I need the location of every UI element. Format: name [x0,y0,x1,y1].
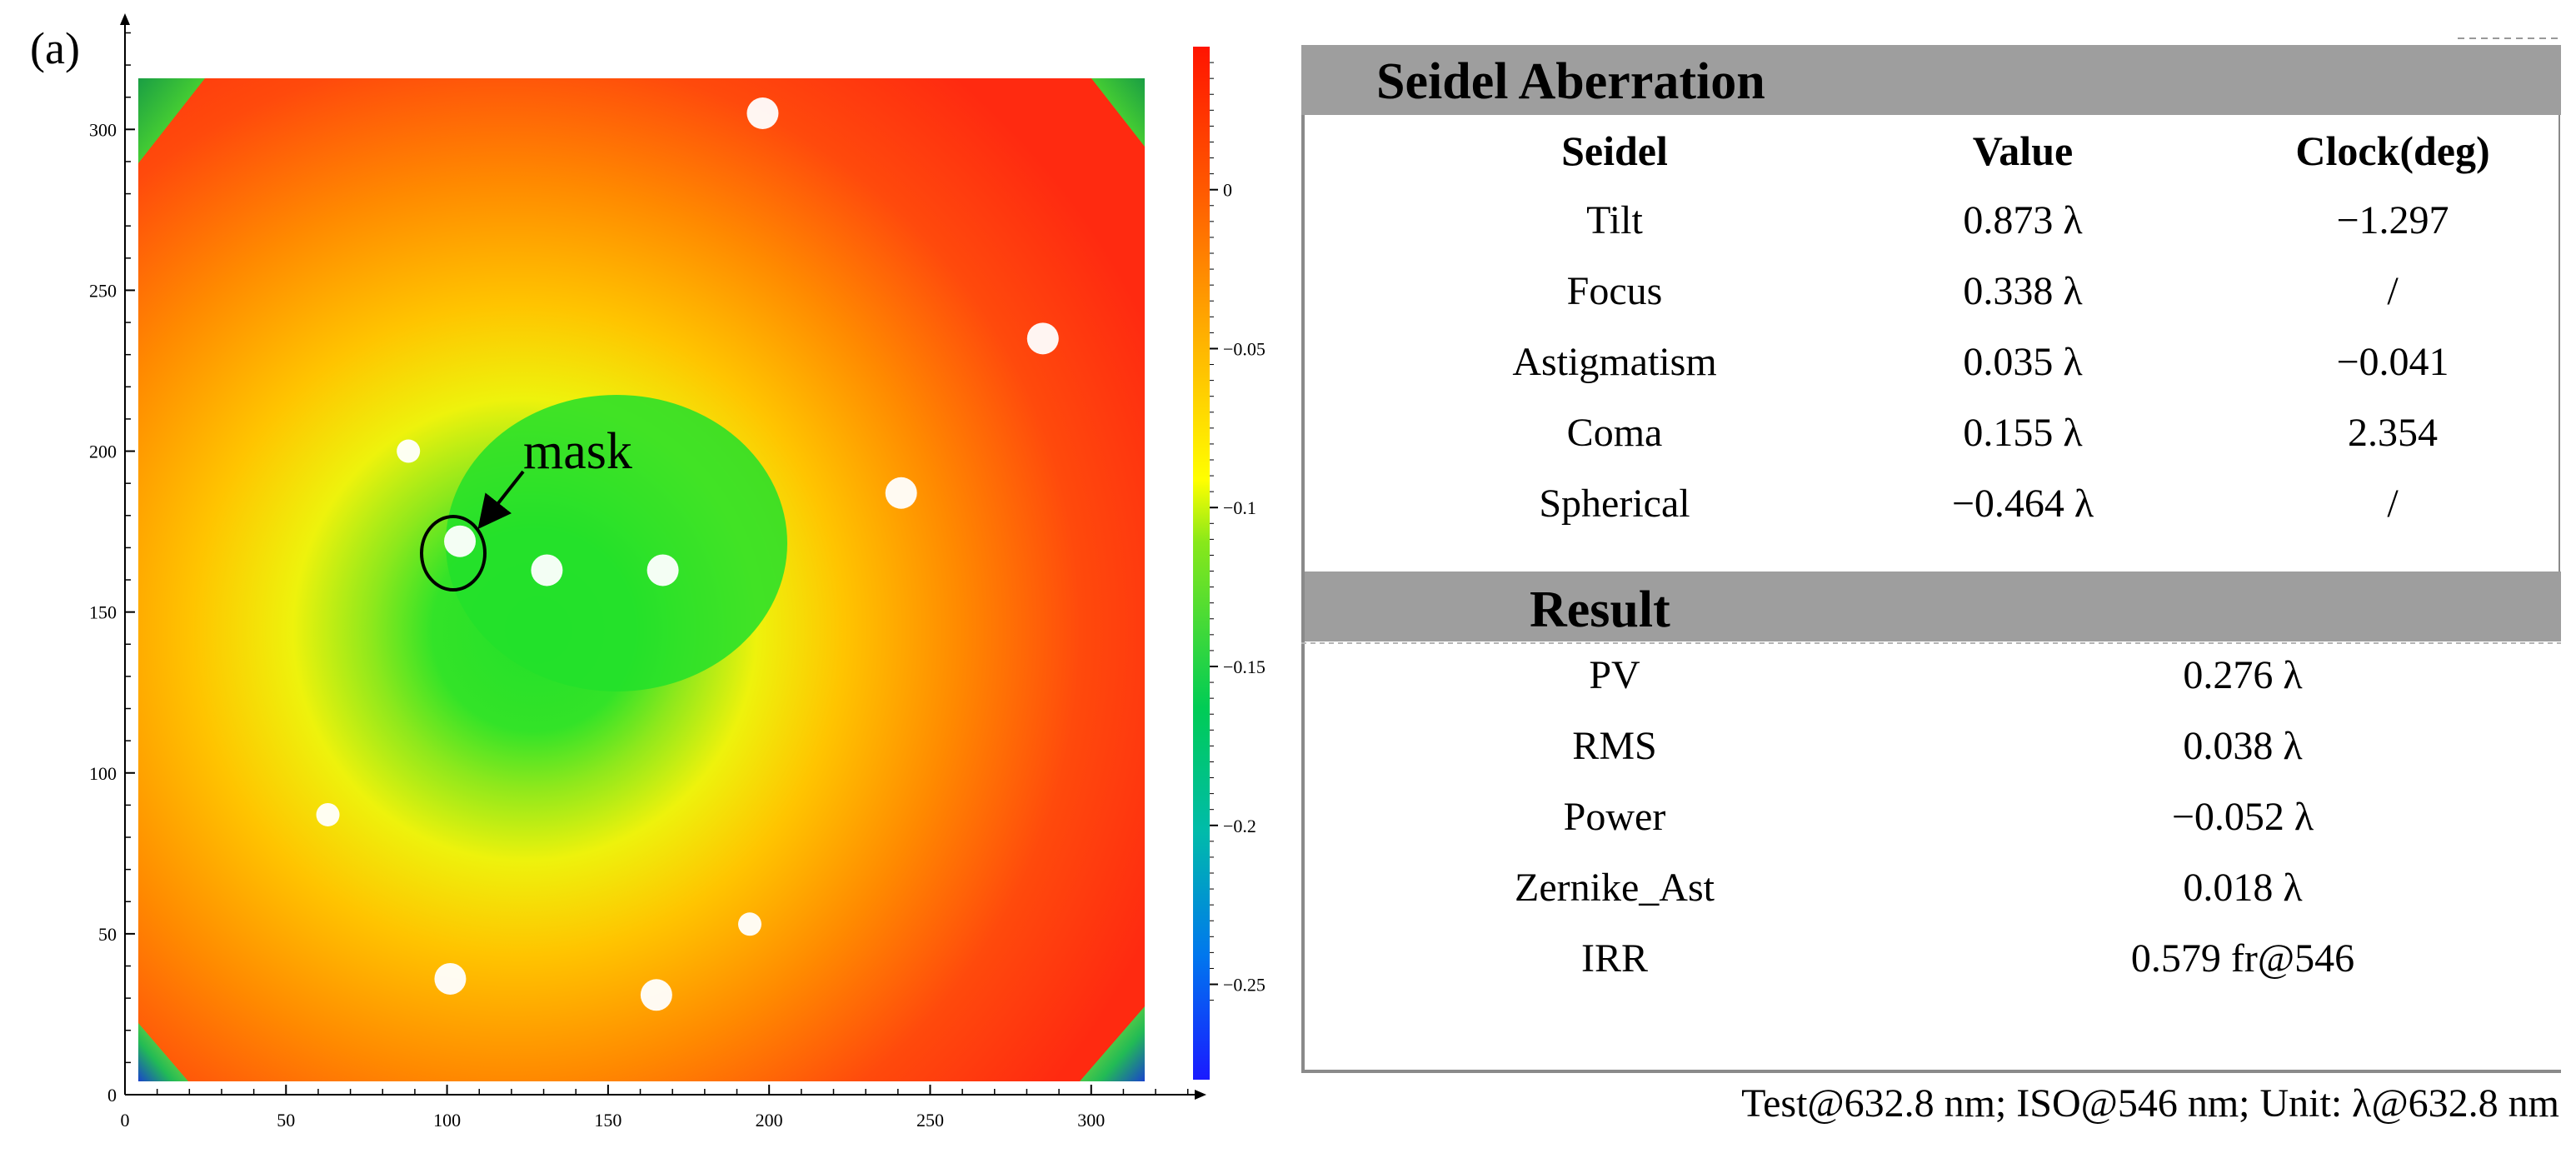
mask-point [444,525,477,557]
y-tick-label: 200 [89,442,117,462]
seidel-column-header: Clock(deg) [2295,127,2489,174]
corner-bottom-right [1080,1006,1145,1081]
x-tick-label: 300 [1077,1110,1105,1131]
seidel-header-bar [1301,45,2561,115]
y-tick-label: 100 [89,763,117,784]
x-tick-label: 250 [916,1110,944,1131]
result-cell: 0.038 λ [2183,724,2303,768]
result-cell: RMS [1572,724,1656,768]
corner-top-left [138,78,205,163]
seidel-title: Seidel Aberration [1376,53,1765,110]
colorbar-tick-label: −0.25 [1223,975,1266,996]
colorbar-tick-label: −0.15 [1223,656,1266,677]
result-cell: 0.579 fr@546 [2131,936,2354,981]
mask-point [531,554,563,586]
colorbar: 0 −0.05 −0.1 −0.15 −0.2 −0.25 [1193,47,1266,1080]
result-title: Result [1530,581,1670,638]
seidel-cell: 0.035 λ [1963,340,2083,384]
seidel-cell: / [2387,482,2399,526]
y-axis-arrow [120,13,130,25]
x-tick-label: 0 [121,1110,130,1131]
x-tick-label: 100 [433,1110,461,1131]
seidel-cell: Focus [1567,269,1663,313]
x-tick-label: 150 [594,1110,622,1131]
result-cell: IRR [1581,936,1648,981]
seidel-cell: −0.041 [2336,340,2449,384]
y-tick-label: 0 [107,1085,117,1106]
result-cell: Zernike_Ast [1515,866,1715,910]
seidel-cell: −1.297 [2336,198,2449,242]
mask-point [316,802,340,826]
result-header-bar [1301,572,2561,641]
mask-point [646,554,679,586]
y-tick-label: 300 [89,119,117,140]
seidel-cell: Coma [1567,411,1663,455]
mask-point [640,979,672,1011]
footer-note: Test@632.8 nm; ISO@546 nm; Unit: λ@632.8… [1741,1081,2559,1126]
y-tick-label: 250 [89,280,117,301]
seidel-cell: Spherical [1539,482,1690,526]
result-cell: −0.052 λ [2172,795,2314,839]
seidel-cell: 2.354 [2348,411,2438,455]
x-tick-label: 50 [277,1110,295,1131]
seidel-cell: Tilt [1586,198,1643,242]
y-tick-label: 150 [89,602,117,623]
seidel-cell: 0.873 λ [1963,198,2083,242]
central-low-region [446,395,787,691]
x-tick-label: 200 [756,1110,783,1131]
mask-point [746,97,779,130]
mask-annotation: mask [420,423,632,591]
result-cell: Power [1564,795,1666,839]
result-cell: 0.276 λ [2183,653,2303,697]
seidel-column-header: Value [1973,127,2073,174]
seidel-cell: −0.464 λ [1952,482,2094,526]
seidel-cell: 0.338 λ [1963,269,2083,313]
seidel-column-header: Seidel [1561,127,1668,174]
mask-point [885,477,917,509]
mask-point [737,912,761,936]
seidel-table: Seidel Aberration Seidel Value Clock(deg) T… [1301,37,2561,1073]
panel-label: (a) [30,23,80,73]
heatmap [138,78,1145,1081]
y-tick-label: 50 [98,924,117,945]
corner-top-right [1091,78,1145,147]
colorbar-tick-label: −0.05 [1223,338,1266,359]
mask-label: mask [523,423,632,480]
colorbar-tick-label: −0.1 [1223,497,1256,518]
mask-point [397,439,421,463]
seidel-cell: 0.155 λ [1963,411,2083,455]
mask-circle [420,515,487,591]
colorbar-tick-label: −0.2 [1223,816,1256,836]
result-cell: PV [1589,653,1640,697]
mask-point [434,962,467,995]
mask-arrow [477,470,525,530]
colorbar-tick-label: 0 [1223,180,1232,201]
x-axis-arrow [1195,1090,1206,1100]
seidel-cell: Astigmatism [1512,340,1716,384]
mask-point [1026,322,1059,355]
corner-bottom-left [138,1023,188,1081]
seidel-cell: / [2387,269,2399,313]
result-cell: 0.018 λ [2183,866,2303,910]
axes: 0 50 100 150 200 250 300 0 50 100 150 200 250 300 [89,13,1206,1131]
colorbar-gradient [1193,47,1210,1080]
